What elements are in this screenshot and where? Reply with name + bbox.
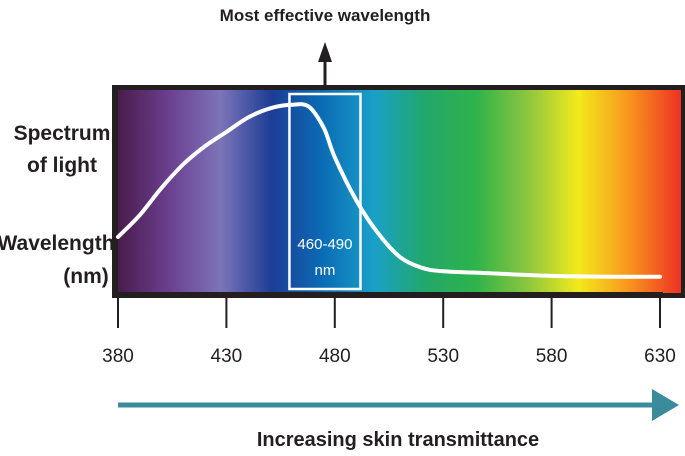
wavelength-label-line2: (nm) — [63, 265, 109, 288]
spectrum-label-line1: Spectrum — [14, 122, 111, 145]
spectrum-label-line2: of light — [27, 154, 97, 177]
highlight-box: 460-490 nm — [288, 92, 362, 291]
wavelength-label-line1: Wavelength — [0, 232, 115, 255]
spectrum-band — [112, 85, 685, 298]
highlight-label-line1: 460-490 — [297, 236, 352, 253]
axis-tick-label: 430 — [211, 346, 243, 367]
highlight-label-line2: nm — [315, 262, 336, 279]
wavelength-axis: 380 430 480 530 580 630 — [102, 292, 676, 367]
callout-label: Most effective wavelength — [220, 6, 431, 25]
axis-tick-label: 630 — [644, 346, 676, 367]
axis-tick-label: 530 — [427, 346, 459, 367]
axis-tick-label: 380 — [102, 346, 134, 367]
transmittance-label: Increasing skin transmittance — [257, 429, 539, 451]
transmission-curve — [116, 102, 662, 279]
transmittance-arrow — [118, 389, 679, 421]
axis-tick-label: 580 — [536, 346, 568, 367]
axis-tick-label: 480 — [319, 346, 351, 367]
